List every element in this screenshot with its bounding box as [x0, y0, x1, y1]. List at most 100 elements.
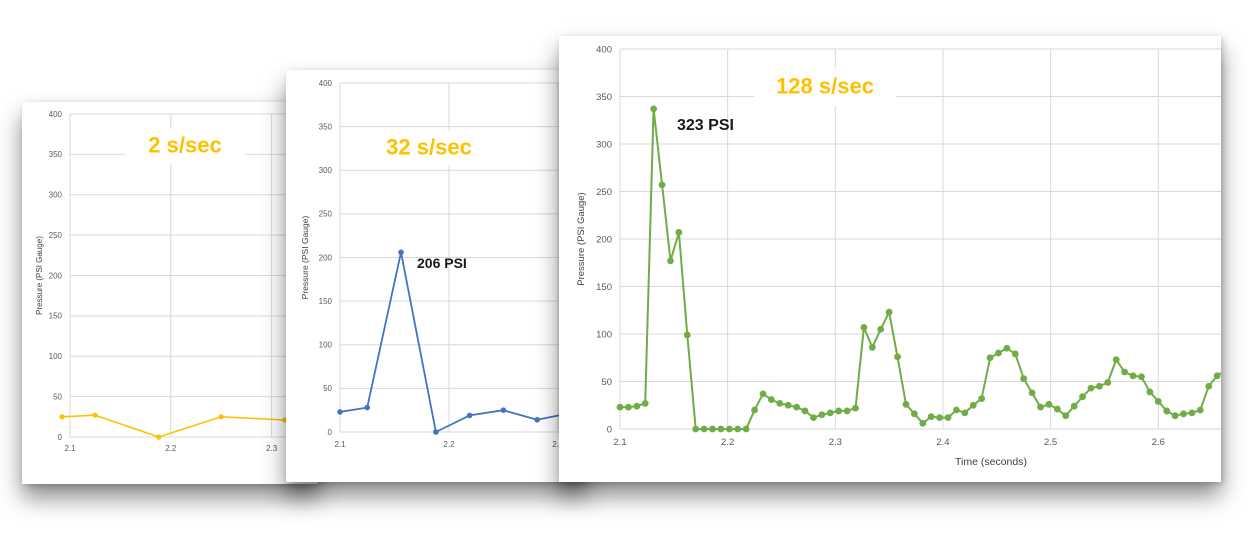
- chart-128-data-point: [877, 325, 885, 333]
- chart-128-sample-rate-label: 128 s/sec: [776, 74, 874, 99]
- chart-32-y-axis-label: Pressure (PSI Gauge): [300, 216, 310, 300]
- chart-32-x-tick-label: 2.3: [552, 440, 564, 449]
- chart-32-data-point: [466, 412, 473, 419]
- chart-128-data-point: [843, 407, 851, 415]
- chart-32-samples-svg: 0 50 100 150 200 250 300 350 400 2.1 2.2 2.3 Pressur…: [300, 79, 586, 449]
- chart-128-data-point: [986, 354, 994, 362]
- chart-128-data-point: [1095, 382, 1103, 390]
- chart-128-data-point: [1070, 402, 1078, 410]
- chart-128-data-point: [650, 105, 658, 113]
- chart-128-data-point: [1146, 388, 1154, 396]
- chart-128-data-point: [625, 403, 632, 411]
- chart-128-data-point: [767, 396, 775, 403]
- chart-128-data-point: [953, 406, 960, 414]
- chart-2-y-tick-label: 50: [53, 392, 62, 401]
- chart-128-y-tick-label: 250: [596, 187, 612, 198]
- chart-128-y-tick-label: 150: [596, 282, 612, 293]
- chart-128-data-point: [641, 399, 649, 407]
- chart-128-data-point: [1087, 384, 1095, 392]
- chart-128-data-point: [1020, 375, 1028, 383]
- chart-128-data-point: [978, 395, 986, 402]
- chart-128-x-axis-label: Time (seconds): [955, 456, 1027, 468]
- chart-128-data-point: [1171, 412, 1179, 420]
- chart-32-y-tick-label: 0: [328, 428, 333, 437]
- chart-2-data-point: [59, 414, 65, 420]
- chart-2-y-tick-label: 350: [49, 150, 63, 159]
- chart-128-x-tick-label: 2.2: [721, 437, 734, 448]
- chart-32-y-tick-label: 100: [319, 341, 333, 350]
- chart-32-data-point: [433, 429, 439, 435]
- chart-128-data-point: [1121, 368, 1129, 376]
- chart-128-data-point: [810, 414, 817, 421]
- chart-128-y-tick-label: 300: [596, 139, 612, 150]
- chart-128-data-point: [910, 410, 918, 418]
- chart-2-data-point: [218, 414, 224, 420]
- chart-32-x-tick-label: 2.2: [443, 440, 455, 449]
- chart-32-y-tick-label: 250: [319, 210, 333, 219]
- chart-32-y-tick-label: 300: [319, 166, 333, 175]
- chart-128-data-point: [667, 257, 674, 265]
- chart-32-annotation-box: [365, 131, 493, 165]
- chart-128-data-point: [675, 228, 683, 236]
- chart-128-data-point: [1062, 412, 1070, 420]
- chart-2-y-tick-label: 150: [49, 312, 63, 321]
- chart-128-y-tick-label: 0: [607, 424, 612, 435]
- chart-panel-32-samples: 0 50 100 150 200 250 300 350 400 2.1 2.2 2.3 Pressur…: [286, 70, 586, 482]
- chart-128-data-point: [616, 403, 624, 411]
- chart-128-data-point: [860, 323, 868, 331]
- chart-2-y-tick-label: 200: [49, 271, 63, 280]
- chart-128-data-point: [1112, 356, 1120, 364]
- chart-128-data-point: [1045, 400, 1053, 408]
- chart-128-x-tick-label: 2.4: [936, 437, 949, 448]
- chart-128-data-point: [995, 349, 1002, 357]
- chart-128-data-point: [1163, 407, 1171, 415]
- chart-128-data-point: [1196, 406, 1204, 414]
- chart-128-data-point: [1205, 382, 1213, 390]
- chart-128-data-point: [1129, 372, 1137, 380]
- chart-panel-128-samples: 0 50 100 150 200 250 300 350 400 2.1 2.2 2.3 2.4 2.5 2…: [559, 36, 1221, 482]
- chart-128-x-tick-label: 2.6: [1152, 437, 1165, 448]
- chart-panel-2-samples: 0 50 100 150 200 250 300 350 400 2.1 2.2 2.3 Pressur…: [22, 102, 318, 484]
- chart-2-x-tick-label: 2.2: [165, 444, 177, 453]
- chart-128-y-tick-label: 50: [601, 377, 612, 388]
- chart-128-data-point: [818, 411, 826, 419]
- chart-128-data-point: [742, 425, 750, 433]
- chart-128-data-point: [1213, 372, 1221, 380]
- chart-128-data-point: [885, 308, 893, 316]
- chart-128-data-point: [793, 403, 801, 411]
- chart-32-y-tick-label: 50: [323, 384, 332, 393]
- chart-2-y-tick-label: 300: [49, 191, 63, 200]
- chart-128-annotation-box: [754, 68, 896, 106]
- chart-128-data-point: [759, 390, 767, 398]
- chart-128-data-point: [658, 181, 666, 189]
- chart-128-y-tick-label: 200: [596, 234, 612, 245]
- chart-128-x-tick-label: 2.5: [1044, 437, 1057, 448]
- chart-2-x-tick-label: 2.3: [266, 444, 278, 453]
- chart-128-peak-label: 323 PSI: [677, 117, 734, 134]
- chart-2-annotation-box: [125, 129, 245, 163]
- chart-128-data-point: [1154, 398, 1162, 405]
- chart-128-data-point: [1003, 344, 1011, 352]
- chart-128-samples-svg: 0 50 100 150 200 250 300 350 400 2.1 2.2 2.3 2.4 2.5 2…: [576, 44, 1221, 468]
- chart-2-sample-rate-label: 2 s/sec: [148, 133, 221, 158]
- chart-32-x-tick-label: 2.1: [334, 440, 346, 449]
- chart-2-x-tick-label: 2.1: [64, 444, 76, 453]
- chart-128-data-point: [717, 425, 725, 433]
- chart-128-data-point: [868, 343, 876, 351]
- chart-128-y-tick-label: 100: [596, 329, 612, 340]
- chart-32-data-point: [337, 409, 343, 415]
- chart-128-data-point: [692, 425, 700, 433]
- chart-128-data-point: [683, 331, 691, 339]
- chart-2-y-tick-label: 0: [58, 433, 63, 442]
- chart-2-data-point: [92, 412, 98, 418]
- chart-128-y-tick-label: 400: [596, 44, 612, 55]
- chart-128-data-point: [927, 413, 935, 421]
- chart-32-data-point: [500, 407, 507, 413]
- chart-32-series-line: [339, 251, 586, 433]
- chart-128-data-point: [784, 401, 792, 409]
- chart-128-data-point: [1037, 403, 1044, 411]
- chart-32-y-tick-label: 150: [319, 297, 333, 306]
- chart-32-y-tick-label: 400: [319, 79, 333, 88]
- chart-32-y-tick-label: 350: [319, 122, 333, 131]
- chart-128-data-point: [700, 425, 708, 433]
